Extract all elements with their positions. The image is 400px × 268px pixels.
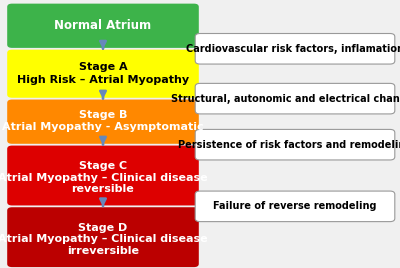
- Text: Structural, autonomic and electrical changes: Structural, autonomic and electrical cha…: [171, 94, 400, 104]
- Text: Stage C: Stage C: [79, 161, 127, 172]
- FancyBboxPatch shape: [7, 207, 199, 267]
- FancyBboxPatch shape: [7, 4, 199, 48]
- Text: Persistence of risk factors and remodeling: Persistence of risk factors and remodeli…: [178, 140, 400, 150]
- FancyBboxPatch shape: [7, 99, 199, 144]
- Text: Stage A: Stage A: [79, 62, 127, 72]
- FancyBboxPatch shape: [195, 34, 395, 64]
- FancyBboxPatch shape: [7, 50, 199, 98]
- FancyBboxPatch shape: [195, 191, 395, 222]
- Text: Normal Atrium: Normal Atrium: [54, 19, 152, 32]
- FancyBboxPatch shape: [7, 146, 199, 206]
- Text: High Risk – Atrial Myopathy: High Risk – Atrial Myopathy: [17, 75, 189, 85]
- FancyBboxPatch shape: [195, 129, 395, 160]
- Text: Stage B: Stage B: [79, 110, 127, 120]
- Text: Failure of reverse remodeling: Failure of reverse remodeling: [213, 201, 377, 211]
- Text: Atrial Myopathy – Clinical disease
reversible: Atrial Myopathy – Clinical disease rever…: [0, 173, 208, 194]
- Text: Stage D: Stage D: [78, 223, 128, 233]
- Text: Atrial Myopathy – Clinical disease
irreversible: Atrial Myopathy – Clinical disease irrev…: [0, 234, 208, 256]
- FancyBboxPatch shape: [195, 83, 395, 114]
- Text: Atrial Myopathy - Asymptomatic: Atrial Myopathy - Asymptomatic: [2, 122, 204, 132]
- Text: Cardiovascular risk factors, inflamation: Cardiovascular risk factors, inflamation: [186, 44, 400, 54]
